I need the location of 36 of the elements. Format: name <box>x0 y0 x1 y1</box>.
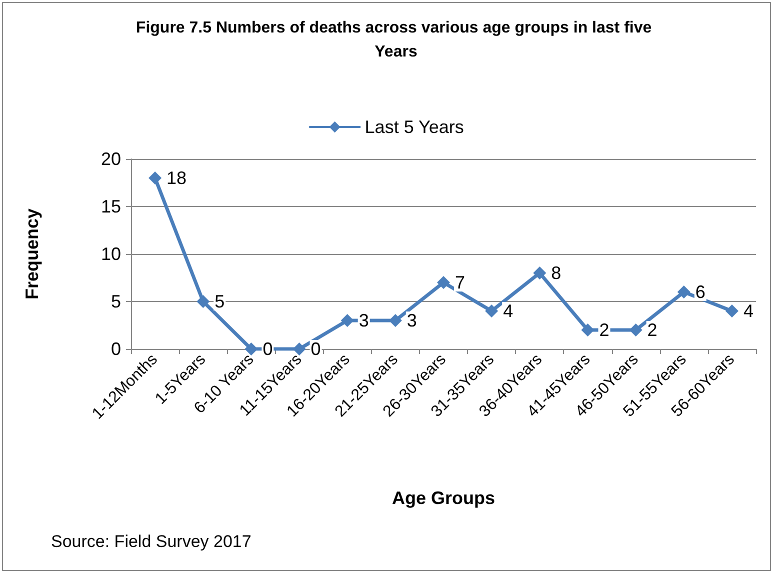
data-label: 2 <box>647 320 658 340</box>
point <box>533 266 546 280</box>
data-label: 7 <box>455 272 466 292</box>
x-axis-title: Age Groups <box>392 488 496 508</box>
point <box>677 286 690 298</box>
point <box>437 276 450 289</box>
point <box>244 342 258 356</box>
point <box>292 342 306 356</box>
y-tick-label: 10 <box>100 244 121 264</box>
legend-label: Last 5 Years <box>364 117 464 137</box>
data-label: 4 <box>743 301 754 321</box>
point <box>725 304 738 318</box>
point <box>196 295 210 308</box>
y-tick-label: 20 <box>100 149 121 169</box>
data-label: 0 <box>310 339 321 359</box>
data-label: 4 <box>503 301 514 321</box>
point <box>581 324 594 336</box>
data-label: 8 <box>551 263 562 283</box>
chart-title: Figure 7.5 Numbers of deaths across various age groups in last five Years <box>136 20 656 60</box>
data-label: 3 <box>358 310 369 330</box>
y-tick-label: 5 <box>110 292 121 312</box>
point <box>388 314 402 327</box>
data-label: 2 <box>599 320 610 340</box>
data-label: 18 <box>166 168 187 188</box>
data-label: 5 <box>214 292 225 312</box>
point <box>629 324 642 336</box>
point <box>148 172 162 184</box>
data-label: 3 <box>406 310 417 330</box>
data-label: 0 <box>262 339 273 359</box>
point <box>485 304 498 318</box>
y-tick-label: 0 <box>110 339 121 359</box>
point <box>340 314 354 327</box>
y-tick-label: 15 <box>100 196 121 216</box>
y-axis-title: Frequency <box>22 208 42 300</box>
source-note: Source: Field Survey 2017 <box>51 532 252 551</box>
data-label: 6 <box>695 282 706 302</box>
